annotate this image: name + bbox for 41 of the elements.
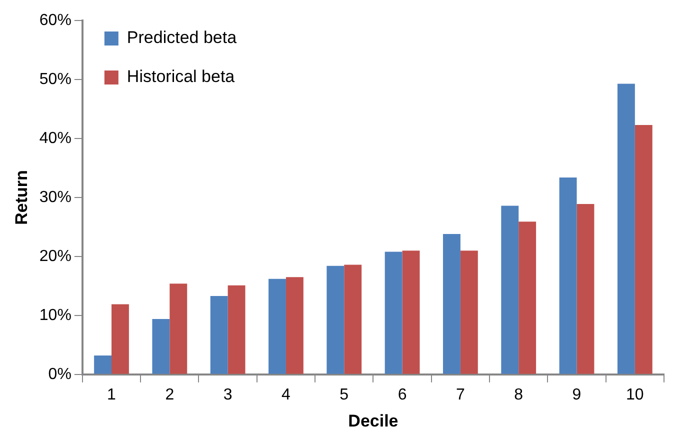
y-tick-label: 40% xyxy=(39,130,72,147)
y-tick-label: 10% xyxy=(39,306,72,324)
bar xyxy=(576,204,594,374)
legend-label: Predicted beta xyxy=(126,28,238,48)
x-tick-label: 6 xyxy=(398,386,407,404)
x-tick-label: 9 xyxy=(572,386,582,404)
bar xyxy=(617,84,635,374)
x-tick-label: 2 xyxy=(165,386,174,404)
bar xyxy=(634,124,652,374)
x-axis-title: Decile xyxy=(348,411,398,430)
bar xyxy=(170,284,188,374)
y-tick-label: 30% xyxy=(39,188,72,206)
bar xyxy=(384,252,402,374)
x-tick-label: 10 xyxy=(626,386,644,404)
x-tick-label: 7 xyxy=(456,386,465,404)
bar xyxy=(559,177,577,374)
bar xyxy=(344,264,362,374)
y-axis-title: Return xyxy=(12,170,31,225)
bar xyxy=(228,285,246,374)
x-tick-label: 8 xyxy=(514,386,524,404)
y-tick-label: 0% xyxy=(48,366,72,383)
x-tick-label: 5 xyxy=(340,386,349,404)
legend-label: Historical beta xyxy=(126,67,236,86)
bar xyxy=(518,222,536,374)
bar xyxy=(112,304,129,374)
bar xyxy=(443,234,460,374)
bar xyxy=(501,206,519,374)
bar xyxy=(460,250,478,374)
bar xyxy=(94,356,112,374)
x-tick-label: 1 xyxy=(107,386,116,404)
x-tick-label: 3 xyxy=(223,386,232,404)
bar xyxy=(210,296,228,374)
bar xyxy=(402,250,420,374)
y-tick-label: 50% xyxy=(39,70,72,88)
bar xyxy=(268,278,286,374)
bar xyxy=(326,266,344,374)
y-tick-label: 60% xyxy=(39,12,72,30)
bar xyxy=(152,318,170,374)
y-tick-label: 20% xyxy=(39,248,72,265)
bar xyxy=(286,277,304,374)
x-tick-label: 4 xyxy=(282,386,291,404)
